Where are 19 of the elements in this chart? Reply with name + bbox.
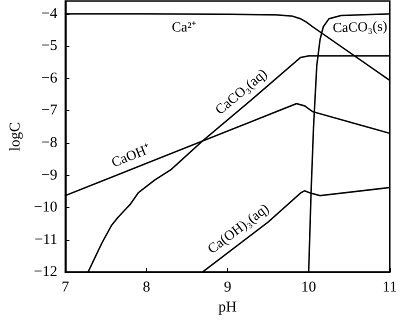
text: CaOH⁺ bbox=[110, 142, 154, 171]
y-tick-label: −4 bbox=[41, 6, 58, 22]
y-tick-label: −8 bbox=[41, 135, 58, 152]
x-tick-label: 7 bbox=[62, 280, 70, 296]
y-tick-label: −10 bbox=[34, 200, 58, 216]
y-tick-label: −9 bbox=[41, 167, 58, 184]
y-tick-label: −6 bbox=[41, 70, 58, 86]
y-tick-label: −5 bbox=[41, 38, 58, 54]
x-tick-label: 8 bbox=[142, 280, 150, 296]
series-label: CaCO₃(s) bbox=[332, 19, 388, 36]
series-label: Ca²⁺ bbox=[172, 20, 197, 36]
y-tick-label: −7 bbox=[41, 102, 58, 119]
x-axis-title: pH bbox=[218, 300, 237, 316]
y-tick-label: −11 bbox=[34, 232, 58, 248]
y-tick-label: −12 bbox=[34, 264, 58, 280]
y-axis-title: logC bbox=[8, 122, 24, 152]
x-tick-label: 10 bbox=[301, 280, 316, 296]
x-tick-label: 9 bbox=[224, 280, 232, 296]
x-tick-label: 11 bbox=[382, 280, 398, 296]
